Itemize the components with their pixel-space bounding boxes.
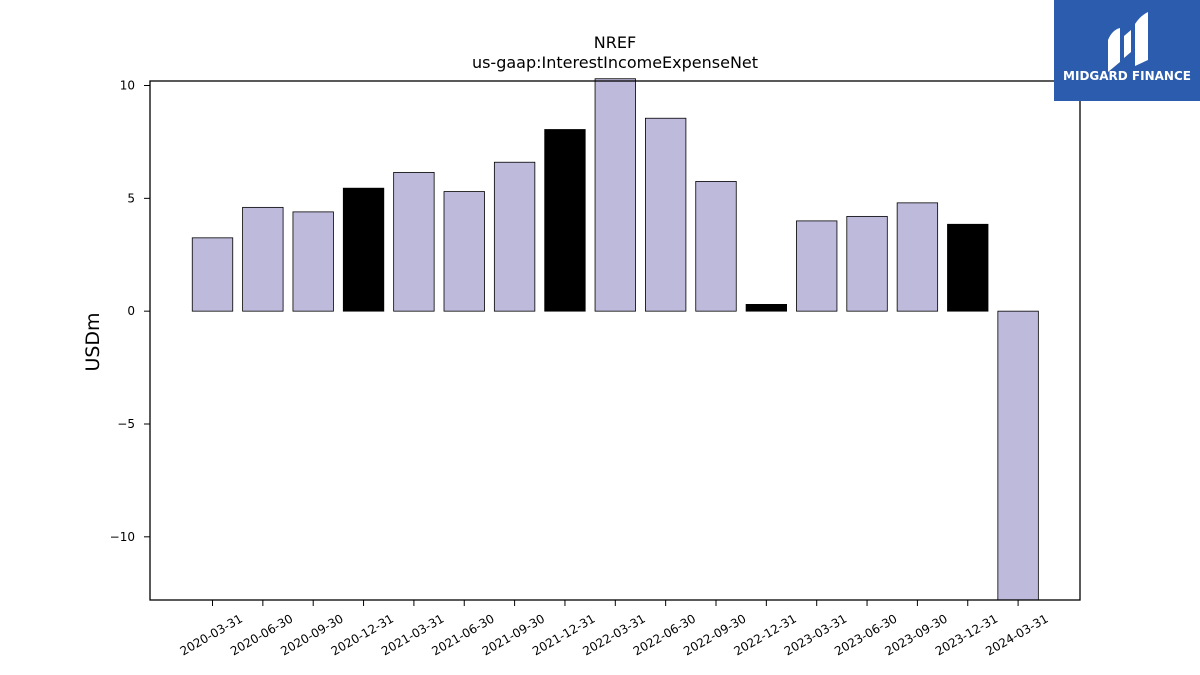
bar-2022-09-30 [695,181,737,312]
logo-mark-icon [1108,12,1148,72]
midgard-finance-logo: MIDGARD FINANCE [1054,0,1200,101]
chart-title: NREF [594,33,636,52]
bar-2022-12-31 [745,303,787,312]
bar-2022-06-30 [645,117,687,312]
bar-2023-09-30 [896,202,939,312]
bar-2020-12-31 [342,187,385,312]
bar-2021-09-30 [493,161,536,312]
bar-2023-03-31 [796,220,838,312]
y-tick-label: 5 [127,191,135,205]
bar-2021-12-31 [544,129,586,312]
bar-2023-12-31 [947,223,989,312]
logo-text: MIDGARD FINANCE [1063,69,1191,83]
chart-subtitle: us-gaap:InterestIncomeExpenseNet [472,53,758,72]
bars-group [191,78,1039,601]
y-tick-label: 10 [120,79,135,93]
bar-2023-06-30 [846,215,888,312]
plot-frame [149,80,1081,601]
y-tick-label: −10 [110,530,135,544]
bar-2022-03-31 [594,78,636,312]
bar-2021-03-31 [393,171,435,312]
y-tick-label: 0 [127,304,135,318]
y-tick-label: −5 [117,417,135,431]
bar-2020-03-31 [191,237,234,312]
y-axis-ticks: 10 5 0 −5 −10 [110,79,150,544]
x-axis-ticks: 2020-03-312020-06-302020-09-302020-12-31… [178,600,1051,658]
bar-2020-09-30 [292,211,334,312]
y-axis-label: USDm [82,312,104,371]
bar-2021-06-30 [443,191,485,312]
bar-2024-03-31 [997,310,1039,601]
bar-2020-06-30 [242,206,284,312]
